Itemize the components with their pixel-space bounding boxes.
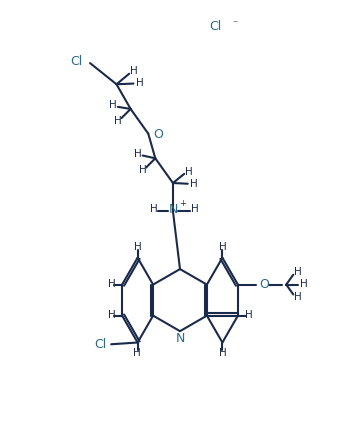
Text: H: H xyxy=(219,242,227,252)
Text: H: H xyxy=(134,242,142,252)
Text: H: H xyxy=(219,348,227,358)
Text: H: H xyxy=(130,66,138,76)
Text: H: H xyxy=(108,279,115,289)
Text: O: O xyxy=(153,128,163,141)
Text: O: O xyxy=(259,278,269,291)
Text: H: H xyxy=(136,78,143,87)
Text: +: + xyxy=(179,199,186,208)
Text: H: H xyxy=(109,101,117,110)
Text: H: H xyxy=(114,115,122,126)
Text: H: H xyxy=(294,267,301,277)
Text: ⁻: ⁻ xyxy=(232,19,237,29)
Text: H: H xyxy=(294,292,301,302)
Text: H: H xyxy=(134,149,141,159)
Text: H: H xyxy=(191,204,199,214)
Text: H: H xyxy=(150,204,157,214)
Text: H: H xyxy=(300,279,308,289)
Text: H: H xyxy=(139,165,147,175)
Text: Cl: Cl xyxy=(94,338,107,351)
Text: H: H xyxy=(185,167,193,177)
Text: H: H xyxy=(190,179,198,189)
Text: N: N xyxy=(175,332,185,345)
Text: H: H xyxy=(108,310,115,320)
Text: H: H xyxy=(245,310,252,320)
Text: Cl: Cl xyxy=(209,20,221,32)
Text: Cl: Cl xyxy=(70,55,82,68)
Text: N: N xyxy=(169,203,178,216)
Text: H: H xyxy=(133,348,141,358)
